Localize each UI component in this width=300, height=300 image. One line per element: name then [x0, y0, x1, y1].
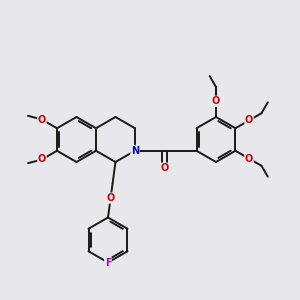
Text: O: O [212, 96, 220, 106]
Text: O: O [245, 116, 253, 125]
Text: N: N [131, 146, 139, 156]
Text: O: O [106, 193, 115, 203]
Text: O: O [245, 154, 253, 164]
Text: O: O [38, 115, 46, 124]
Text: O: O [38, 154, 46, 164]
Text: F: F [105, 257, 111, 268]
Text: O: O [160, 163, 169, 173]
